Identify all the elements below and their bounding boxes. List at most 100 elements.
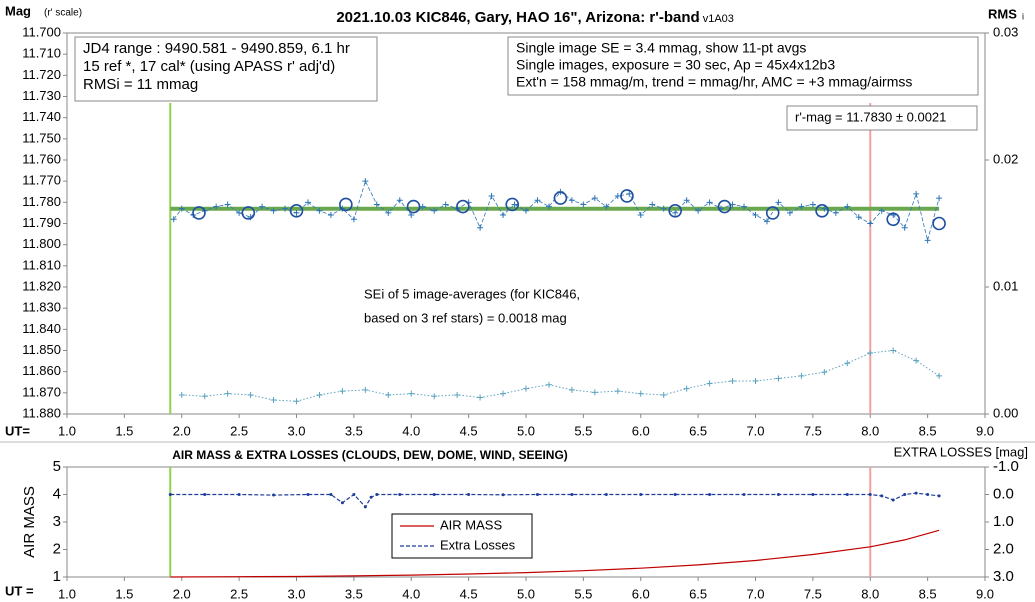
x-tick-label: 8.0 xyxy=(861,586,879,601)
annotation-text: JD4 range : 9490.581 - 9490.859, 6.1 hr xyxy=(83,40,350,57)
x-axis-label: UT = xyxy=(5,583,34,598)
point xyxy=(775,199,782,206)
x-tick-label: 5.0 xyxy=(517,586,535,601)
legend-label: AIR MASS xyxy=(440,517,502,532)
point xyxy=(442,201,449,208)
point xyxy=(385,209,392,216)
point xyxy=(363,505,367,509)
point xyxy=(708,493,712,496)
average-point xyxy=(668,204,682,218)
point xyxy=(568,197,575,204)
point xyxy=(170,216,177,223)
point xyxy=(926,493,930,496)
point xyxy=(178,391,185,398)
average-point xyxy=(620,189,634,203)
average-point xyxy=(765,206,780,220)
x-tick-label: 4.5 xyxy=(460,586,478,601)
point xyxy=(776,493,780,496)
y-tick-label: 11.870 xyxy=(22,384,61,399)
x-tick-label: 3.0 xyxy=(287,423,305,438)
point xyxy=(936,372,943,379)
point xyxy=(844,203,851,210)
y2-axis-label-note: i xyxy=(1022,11,1024,21)
point xyxy=(259,203,266,210)
point xyxy=(868,493,872,496)
point xyxy=(639,493,643,496)
point xyxy=(603,203,610,210)
x-tick-label: 1.0 xyxy=(58,586,76,601)
point xyxy=(914,491,918,495)
average-point xyxy=(815,204,829,218)
point xyxy=(729,377,736,384)
x-tick-label: 1.5 xyxy=(115,423,133,438)
y-tick-label: 11.810 xyxy=(22,257,61,272)
point xyxy=(867,220,874,227)
y2-tick-label: 1.0 xyxy=(993,513,1014,530)
point xyxy=(178,205,185,212)
point xyxy=(272,493,276,497)
y2-axis-label: EXTRA LOSSES [mag] xyxy=(894,444,1028,459)
point xyxy=(570,493,574,496)
point xyxy=(373,201,380,208)
point xyxy=(339,388,346,395)
point xyxy=(706,199,713,206)
point xyxy=(867,350,874,357)
x-tick-label: 7.0 xyxy=(746,586,764,601)
point xyxy=(637,390,644,397)
average-point xyxy=(932,216,946,231)
point xyxy=(511,201,518,208)
point xyxy=(224,390,231,397)
x-tick-label: 2.5 xyxy=(230,423,248,438)
series-line xyxy=(170,492,940,508)
point xyxy=(614,388,621,395)
x-axis-label: UT= xyxy=(5,423,30,438)
point xyxy=(293,209,300,216)
chart-title: 2021.10.03 KIC846, Gary, HAO 16", Arizon… xyxy=(336,9,699,26)
average-point xyxy=(717,199,732,214)
x-tick-label: 5.5 xyxy=(574,586,592,601)
point xyxy=(604,493,608,496)
point xyxy=(270,207,277,214)
point xyxy=(890,347,897,354)
y-tick-label: 11.880 xyxy=(22,405,61,420)
y2-tick-label: 0.00 xyxy=(993,405,1018,420)
y2-tick-label: -1.0 xyxy=(993,458,1019,475)
average-point xyxy=(505,197,520,212)
y-tick-label: 3 xyxy=(53,513,61,530)
point xyxy=(168,493,172,496)
y-tick-label: 11.830 xyxy=(22,300,61,315)
point xyxy=(270,397,277,404)
point xyxy=(523,385,529,392)
point xyxy=(362,178,369,185)
y-tick-label: 11.710 xyxy=(22,46,61,61)
x-tick-label: 5.5 xyxy=(574,423,592,438)
point xyxy=(913,357,920,364)
y-tick-label: 11.760 xyxy=(22,151,61,166)
y-axis-label: AIR MASS xyxy=(21,486,38,558)
point xyxy=(316,207,323,214)
y-tick-label: 11.860 xyxy=(22,363,61,378)
point xyxy=(203,493,207,496)
point xyxy=(706,380,713,387)
point xyxy=(369,495,373,499)
point xyxy=(431,393,438,400)
point xyxy=(614,192,621,199)
point xyxy=(878,207,885,214)
point xyxy=(937,494,941,498)
annotation-text: Single images, exposure = 30 sec, Ap = 4… xyxy=(516,57,835,73)
y-tick-label: 11.780 xyxy=(22,194,61,209)
x-tick-label: 1.5 xyxy=(115,586,133,601)
y-tick-label: 11.850 xyxy=(22,342,61,357)
x-tick-label: 2.0 xyxy=(173,423,191,438)
point xyxy=(535,493,539,496)
average-point xyxy=(553,191,568,205)
x-tick-label: 3.5 xyxy=(345,423,363,438)
point xyxy=(247,391,254,398)
annotation-text: r'-mag = 11.7830 ± 0.0021 xyxy=(795,109,946,124)
point xyxy=(903,493,907,496)
point xyxy=(672,209,679,216)
y-tick-label: 4 xyxy=(53,485,61,502)
point xyxy=(660,391,667,398)
annotation-text: 15 ref *, 17 cal* (using APASS r' adj'd) xyxy=(83,58,335,75)
